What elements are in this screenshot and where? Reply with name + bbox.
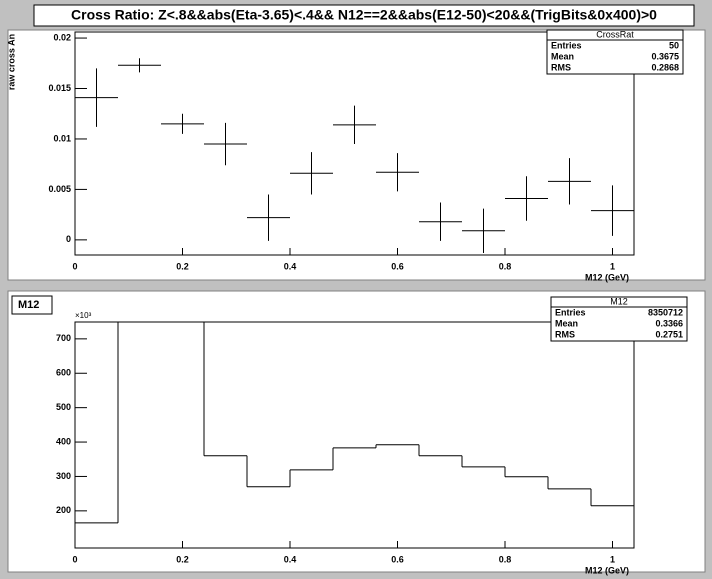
x-tick-label: 0.8 (499, 554, 512, 564)
stats-label: RMS (551, 62, 571, 72)
x-tick-label: 0.2 (176, 554, 189, 564)
y-tick-label: 400 (56, 436, 71, 446)
pad-title-box (11, 295, 53, 315)
stats-value: 8350712 (648, 307, 683, 317)
y-tick-label: 0 (66, 234, 71, 244)
x-tick-label: 0.6 (391, 261, 404, 271)
stats-value: 0.3675 (651, 51, 679, 61)
x-tick-label: 1 (610, 261, 615, 271)
x-tick-label: 0 (72, 261, 77, 271)
x-tick-label: 0 (72, 554, 77, 564)
y-tick-label: 200 (56, 505, 71, 515)
stats-label: Entries (551, 40, 582, 50)
y-tick-label: 0.02 (53, 32, 71, 42)
x-tick-label: 0.4 (284, 261, 297, 271)
stats-label: RMS (555, 329, 575, 339)
x-axis-label: M12 (GeV) (585, 272, 629, 282)
y-tick-label: 700 (56, 333, 71, 343)
y-tick-label: 0.005 (48, 184, 71, 194)
x-tick-label: 0.2 (176, 261, 189, 271)
stats-name: CrossRat (596, 29, 634, 39)
x-axis-label: M12 (GeV) (585, 565, 629, 575)
stats-label: Mean (555, 318, 578, 328)
stats-box (550, 296, 688, 342)
x-tick-label: 0.8 (499, 261, 512, 271)
stats-label: Entries (555, 307, 586, 317)
y-tick-label: 500 (56, 402, 71, 412)
stats-value: 50 (669, 40, 679, 50)
plot-frame (74, 321, 635, 549)
stats-label: Mean (551, 51, 574, 61)
pad-title: M12 (18, 299, 39, 311)
stats-name: M12 (610, 296, 628, 306)
y-tick-label: 0.01 (53, 133, 71, 143)
stats-box (546, 29, 684, 75)
stats-value: 0.2751 (655, 329, 683, 339)
y-tick-label: 300 (56, 471, 71, 481)
stats-value: 0.2868 (651, 62, 679, 72)
stats-value: 0.3366 (655, 318, 683, 328)
chart-title: Cross Ratio: Z<.8&&abs(Eta-3.65)<.4&& N1… (71, 7, 657, 23)
x-tick-label: 0.4 (284, 554, 297, 564)
y-axis-label: raw cross An (6, 34, 16, 90)
y-tick-label: 600 (56, 368, 71, 378)
x-tick-label: 1 (610, 554, 615, 564)
y-tick-label: 0.015 (48, 83, 71, 93)
y-multiplier: ×10³ (75, 311, 92, 320)
x-tick-label: 0.6 (391, 554, 404, 564)
title-box (33, 4, 695, 27)
